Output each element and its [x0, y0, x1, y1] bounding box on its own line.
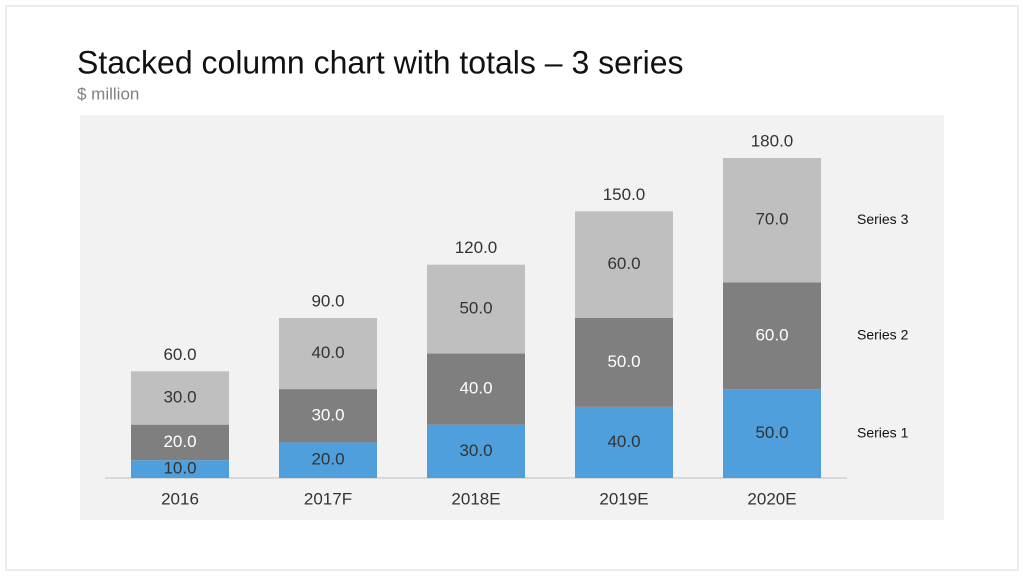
bar-segment	[131, 371, 229, 425]
value-label: 70.0	[755, 210, 788, 229]
bar-segment	[575, 318, 673, 407]
value-label: 50.0	[607, 352, 640, 371]
chart-title: Stacked column chart with totals – 3 ser…	[77, 44, 684, 80]
bar-segment	[723, 158, 821, 283]
value-label: 40.0	[607, 432, 640, 451]
value-label: 10.0	[163, 459, 196, 478]
chart-subtitle: $ million	[77, 84, 139, 103]
x-tick-label: 2016	[161, 489, 199, 508]
value-label: 60.0	[755, 325, 788, 344]
x-tick-label: 2017F	[304, 489, 352, 508]
value-label: 30.0	[311, 405, 344, 424]
x-tick-label: 2019E	[599, 489, 648, 508]
legend-label: Series 2	[857, 326, 909, 342]
total-label: 60.0	[163, 345, 196, 364]
bar-segment	[131, 424, 229, 461]
value-label: 20.0	[163, 432, 196, 451]
bar-segment	[279, 442, 377, 478]
value-label: 40.0	[459, 379, 492, 398]
value-label: 60.0	[607, 254, 640, 273]
legend-label: Series 3	[857, 211, 909, 227]
value-label: 30.0	[163, 387, 196, 406]
legend-label: Series 1	[857, 424, 909, 440]
total-label: 180.0	[751, 131, 794, 150]
value-label: 50.0	[459, 299, 492, 318]
bar-segment	[131, 460, 229, 478]
bar-segment	[279, 318, 377, 390]
bar-segment	[723, 389, 821, 478]
bar-segment	[427, 424, 525, 478]
value-label: 30.0	[459, 441, 492, 460]
value-label: 40.0	[311, 343, 344, 362]
bar-segment	[427, 264, 525, 354]
bar-segment	[575, 406, 673, 478]
x-tick-label: 2018E	[451, 489, 500, 508]
total-label: 120.0	[455, 238, 498, 257]
x-tick-label: 2020E	[747, 489, 796, 508]
total-label: 90.0	[311, 291, 344, 310]
value-label: 20.0	[311, 450, 344, 469]
total-label: 150.0	[603, 185, 646, 204]
bar-segment	[427, 353, 525, 425]
bar-segment	[575, 211, 673, 318]
value-label: 50.0	[755, 423, 788, 442]
bar-segment	[723, 282, 821, 390]
bar-segment	[279, 389, 377, 443]
